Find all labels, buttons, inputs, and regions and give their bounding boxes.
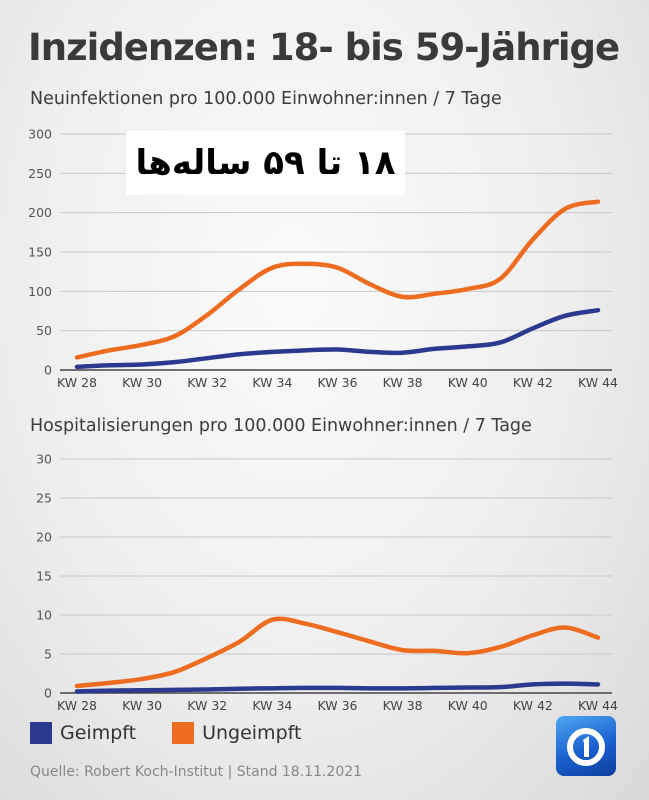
chart-2-series-ungeimpft xyxy=(74,616,601,689)
chart-2-x-tick-kw-30: KW 30 xyxy=(122,698,162,713)
overlay-label: ۱۸ تا ۵۹ ساله‌ها xyxy=(126,131,405,195)
legend: Geimpft Ungeimpft xyxy=(30,722,337,744)
chart-1-x-tick-kw-36: KW 36 xyxy=(318,375,358,390)
chart-1-x-tick-kw-42: KW 42 xyxy=(513,375,553,390)
chart-2-y-tick-15: 15 xyxy=(36,569,52,584)
chart-1-x-tick-kw-40: KW 40 xyxy=(448,375,488,390)
chart-2-x-tick-kw-42: KW 42 xyxy=(513,698,553,713)
legend-swatch-geimpft xyxy=(30,722,52,744)
chart-2-y-tick-5: 5 xyxy=(44,647,52,662)
chart-1-title: Neuinfektionen pro 100.000 Einwohner:inn… xyxy=(30,89,502,109)
chart-hospitalizations: 0 5 10 15 20 25 30 KW 28 KW 30 KW 32 KW 34 KW 36 KW … xyxy=(36,452,618,714)
chart-2-y-tick-20: 20 xyxy=(36,530,52,545)
source-note: Quelle: Robert Koch-Institut | Stand 18.… xyxy=(30,764,363,780)
chart-2-y-tick-0: 0 xyxy=(44,686,52,701)
chart-1-y-tick-200: 200 xyxy=(28,205,52,220)
chart-1-x-tick-kw-32: KW 32 xyxy=(187,375,227,390)
ard-one-logo-icon xyxy=(556,716,616,776)
chart-2-x-tick-kw-36: KW 36 xyxy=(318,698,358,713)
chart-1-y-tick-150: 150 xyxy=(28,245,52,260)
chart-1-x-tick-kw-28: KW 28 xyxy=(57,375,97,390)
chart-2-x-tick-kw-34: KW 34 xyxy=(252,698,292,713)
legend-label-ungeimpft: Ungeimpft xyxy=(202,722,302,744)
chart-1-x-tick-kw-34: KW 34 xyxy=(252,375,292,390)
chart-2-y-tick-25: 25 xyxy=(36,491,52,506)
chart-1-x-tick-kw-44: KW 44 xyxy=(578,375,618,390)
chart-1-y-tick-100: 100 xyxy=(28,284,52,299)
legend-label-geimpft: Geimpft xyxy=(60,722,137,744)
legend-item-geimpft: Geimpft xyxy=(30,722,136,744)
ard-logo-graphic xyxy=(567,728,605,766)
chart-2-x-tick-kw-38: KW 38 xyxy=(383,698,423,713)
chart-1-y-tick-50: 50 xyxy=(36,323,52,338)
chart-2-x-tick-kw-28: KW 28 xyxy=(57,698,97,713)
chart-2-y-tick-10: 10 xyxy=(36,608,52,623)
chart-2-x-tick-kw-44: KW 44 xyxy=(578,698,618,713)
chart-1-y-tick-250: 250 xyxy=(28,166,52,181)
chart-2-y-tick-30: 30 xyxy=(36,452,52,467)
chart-2-title: Hospitalisierungen pro 100.000 Einwohner… xyxy=(30,416,532,436)
chart-1-y-tick-300: 300 xyxy=(28,127,52,142)
chart-1-y-tick-0: 0 xyxy=(44,363,52,378)
legend-swatch-ungeimpft xyxy=(172,722,195,744)
chart-2-series-geimpft xyxy=(74,681,601,694)
chart-1-series-geimpft xyxy=(74,307,601,370)
chart-1-x-tick-kw-30: KW 30 xyxy=(122,375,162,390)
chart-1-x-tick-kw-38: KW 38 xyxy=(383,375,423,390)
page-title: Inzidenzen: 18- bis 59-Jährige xyxy=(28,26,620,69)
chart-2-x-tick-kw-40: KW 40 xyxy=(448,698,488,713)
chart-1-series-ungeimpft xyxy=(74,199,601,360)
chart-2-x-tick-kw-32: KW 32 xyxy=(187,698,227,713)
legend-item-ungeimpft: Ungeimpft xyxy=(172,722,301,744)
